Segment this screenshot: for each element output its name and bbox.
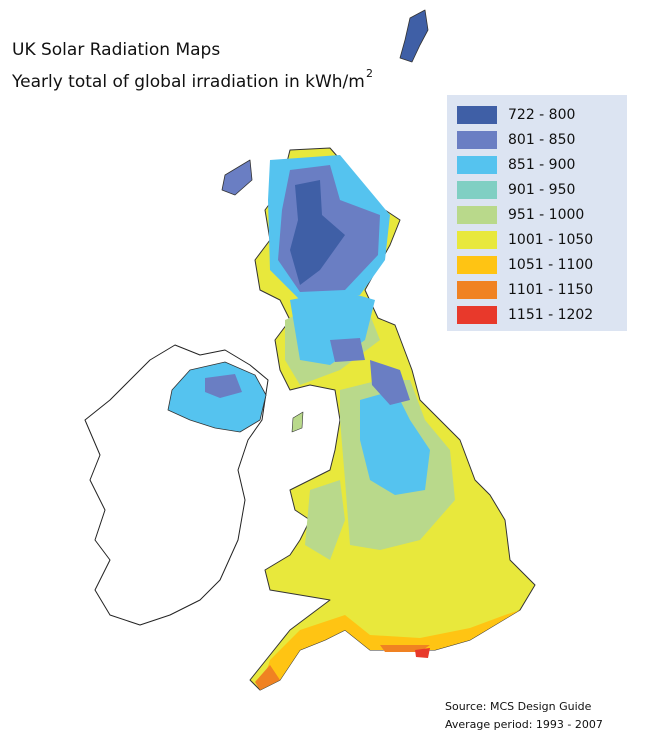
legend-label: 1051 - 1100	[508, 257, 593, 273]
source-line: Source: MCS Design Guide	[445, 700, 592, 713]
south-coast-red	[255, 645, 430, 690]
legend-swatch	[457, 181, 497, 199]
ni-core	[205, 374, 242, 398]
subtitle-superscript: 2	[366, 67, 373, 80]
legend-swatch	[457, 206, 497, 224]
northern-ireland	[167, 361, 267, 433]
legend-label: 1151 - 1202	[508, 307, 593, 323]
legend-label: 851 - 900	[508, 157, 575, 173]
legend: 722 - 800 801 - 850 851 - 900 901 - 950 951 …	[457, 106, 593, 324]
darkest-blue-zone	[290, 180, 345, 285]
isle-of-man	[291, 411, 304, 433]
map	[84, 9, 536, 691]
legend-label: 722 - 800	[508, 107, 575, 123]
subtitle: Yearly total of global irradiation in kW…	[11, 72, 365, 92]
legend-label: 1101 - 1150	[508, 282, 593, 298]
island-of-wight	[415, 648, 430, 658]
title: UK Solar Radiation Maps	[12, 40, 220, 60]
legend-swatch	[457, 281, 497, 299]
legend-swatch	[457, 106, 497, 124]
legend-swatch	[457, 256, 497, 274]
legend-swatch	[457, 231, 497, 249]
legend-label: 901 - 950	[508, 182, 575, 198]
western-isles	[221, 159, 253, 196]
legend-swatch	[457, 131, 497, 149]
legend-label: 951 - 1000	[508, 207, 584, 223]
legend-swatch	[457, 306, 497, 324]
period-line: Average period: 1993 - 2007	[445, 718, 603, 731]
legend-label: 1001 - 1050	[508, 232, 593, 248]
legend-swatch	[457, 156, 497, 174]
legend-label: 801 - 850	[508, 132, 575, 148]
shetland	[399, 9, 429, 63]
